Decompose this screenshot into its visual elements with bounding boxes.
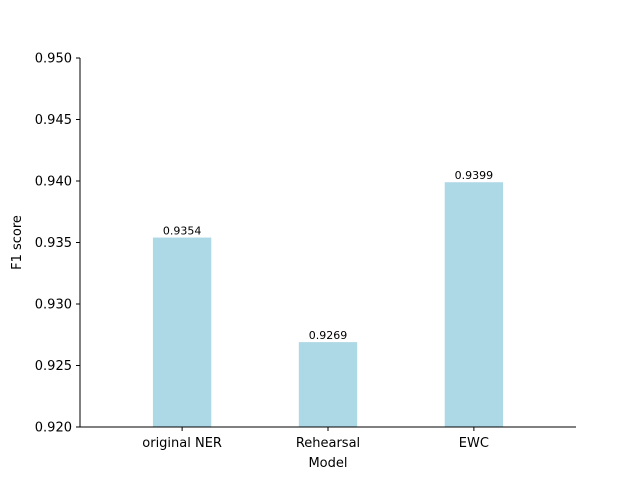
y-tick-label: 0.920 bbox=[35, 421, 72, 436]
data-label-rehearsal: 0.9269 bbox=[309, 329, 348, 342]
x-axis-ticks: original NER Rehearsal EWC bbox=[142, 427, 489, 451]
data-label-ewc: 0.9399 bbox=[455, 169, 494, 182]
y-axis-ticks: 0.920 0.925 0.930 0.935 0.940 0.945 0.950 bbox=[35, 52, 80, 436]
bar-ewc bbox=[444, 182, 504, 427]
y-tick-label: 0.945 bbox=[35, 113, 72, 128]
bar-rehearsal bbox=[298, 342, 358, 427]
y-tick-label: 0.925 bbox=[35, 359, 72, 374]
y-axis-label: F1 score bbox=[10, 215, 25, 270]
y-tick-label: 0.940 bbox=[35, 175, 72, 190]
bar-original-ner bbox=[152, 237, 212, 427]
x-axis-label: Model bbox=[308, 456, 347, 471]
x-tick-label-original-ner: original NER bbox=[142, 436, 222, 451]
y-tick-label: 0.935 bbox=[35, 236, 72, 251]
y-tick-label: 0.950 bbox=[35, 52, 72, 67]
data-label-original-ner: 0.9354 bbox=[163, 225, 202, 238]
bars-group bbox=[152, 182, 504, 427]
data-labels-group: 0.9354 0.9269 0.9399 bbox=[163, 169, 493, 342]
x-tick-label-ewc: EWC bbox=[459, 436, 489, 451]
y-tick-label: 0.930 bbox=[35, 298, 72, 313]
x-tick-label-rehearsal: Rehearsal bbox=[296, 436, 360, 451]
